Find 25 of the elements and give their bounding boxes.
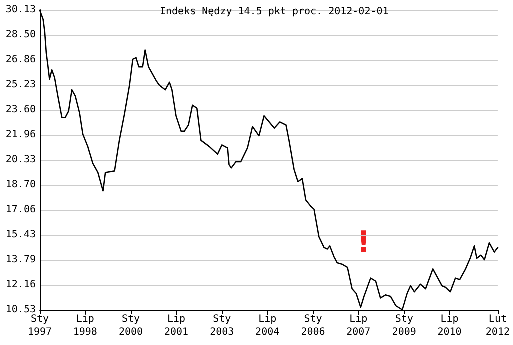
x-tick-label: Lip 1998 xyxy=(73,314,98,338)
y-tick-label: 28.50 xyxy=(6,29,36,40)
x-tick-label: Sty 2006 xyxy=(301,314,326,338)
x-tick-label: Lut 2012 xyxy=(486,314,510,338)
x-tick-label: Sty 2009 xyxy=(392,314,416,338)
x-tick-label: Sty 2000 xyxy=(118,314,144,338)
y-tick-label: 12.16 xyxy=(6,280,36,291)
y-tick-label: 21.96 xyxy=(6,130,36,141)
y-tick-label: 17.06 xyxy=(6,204,36,216)
x-tick-label: Lip 2010 xyxy=(438,314,462,338)
y-tick-label: 26.86 xyxy=(6,54,36,66)
y-tick-label: 15.43 xyxy=(6,230,36,240)
chart-title: Indeks Nędzy 14.5 pkt proc. 2012-02-01 xyxy=(160,6,389,18)
y-tick-label: 10.53 xyxy=(6,304,36,316)
y-tick-label: 30.13 xyxy=(6,4,36,16)
y-tick-label: 20.33 xyxy=(6,154,36,166)
y-tick-label: 13.79 xyxy=(6,254,36,266)
y-tick-label: 25.23 xyxy=(6,80,36,90)
y-tick-label: 18.70 xyxy=(6,179,36,190)
x-tick-label: Sty 2003 xyxy=(210,314,234,338)
x-tick-label: Lip 2004 xyxy=(256,314,280,338)
y-tick-label: 23.60 xyxy=(6,104,36,116)
x-tick-label: Lip 2001 xyxy=(164,314,189,338)
x-tick-label: Lip 2007 xyxy=(346,314,371,338)
x-tick-label: Sty 1997 xyxy=(28,314,52,338)
